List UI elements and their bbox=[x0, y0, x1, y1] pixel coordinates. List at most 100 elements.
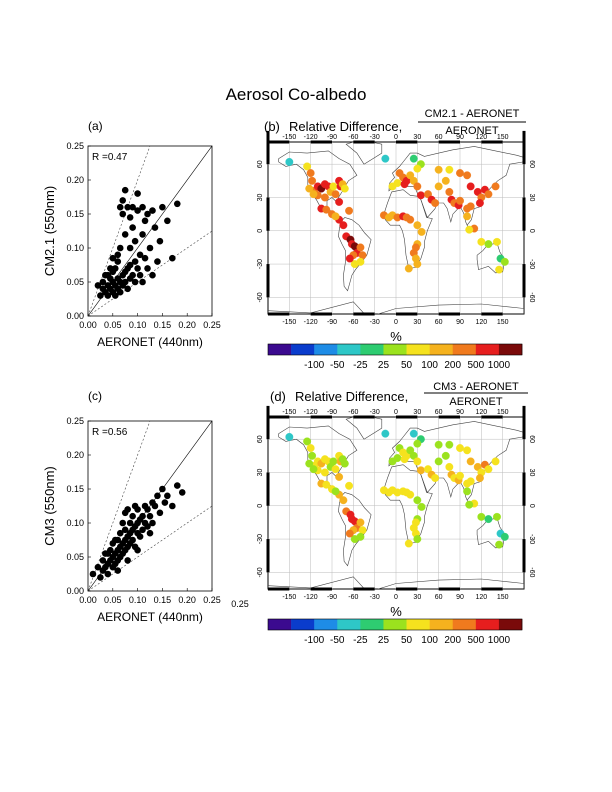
colorbar-tick-label: -25 bbox=[353, 360, 368, 371]
scatter-points bbox=[94, 186, 181, 299]
colorbar-swatch bbox=[475, 344, 500, 355]
lon-tick-label-top: -150 bbox=[282, 409, 296, 416]
scatter-point bbox=[104, 570, 112, 578]
station-point bbox=[434, 165, 443, 174]
station-point bbox=[358, 526, 367, 535]
station-point bbox=[322, 480, 331, 489]
station-point bbox=[424, 190, 432, 199]
lat-tick-label-right: 60 bbox=[528, 160, 535, 168]
scatter-point bbox=[146, 529, 154, 537]
scatter-point bbox=[141, 502, 149, 510]
station-point bbox=[356, 257, 365, 266]
station-point bbox=[493, 512, 501, 521]
station-point bbox=[445, 440, 454, 449]
scatter-point bbox=[149, 207, 156, 214]
scatter-point bbox=[134, 546, 141, 554]
lat-tick-label-left: -60 bbox=[257, 567, 264, 577]
scatter-point bbox=[156, 509, 164, 517]
lon-tick-label-top: -90 bbox=[327, 134, 337, 141]
colorbar-swatch bbox=[452, 344, 477, 355]
y-tick-label: 0.00 bbox=[66, 311, 84, 321]
panel-d-fraction-denominator: AERONET bbox=[449, 396, 502, 408]
lon-tick-label-top: -60 bbox=[348, 134, 358, 141]
correlation-annotation: R =0.47 bbox=[92, 152, 128, 163]
station-point bbox=[493, 237, 501, 246]
station-point bbox=[456, 196, 464, 205]
colorbar-tick-label: 100 bbox=[421, 360, 438, 371]
station-point bbox=[331, 190, 340, 199]
y-tick-label: 0.00 bbox=[66, 586, 84, 596]
station-point bbox=[306, 444, 315, 453]
reference-line-slope-0.5 bbox=[88, 230, 212, 316]
map-content bbox=[268, 417, 524, 589]
lon-tick-label-bottom: 90 bbox=[456, 594, 464, 601]
lon-tick-label-top: 120 bbox=[475, 409, 487, 416]
figure-title: Aerosol Co-albedo bbox=[226, 85, 367, 104]
station-point bbox=[409, 451, 418, 460]
scatter-point bbox=[107, 265, 114, 272]
colorbar-tick-label: 50 bbox=[401, 360, 413, 371]
station-point bbox=[285, 433, 294, 441]
panel-a-label: (a) bbox=[88, 119, 103, 133]
station-point bbox=[406, 490, 415, 499]
y-tick-label: 0.10 bbox=[66, 243, 84, 253]
y-axis-label: CM2.1 (550nm) bbox=[42, 186, 57, 276]
lat-tick-label-left: 0 bbox=[257, 229, 264, 233]
station-point bbox=[309, 190, 318, 199]
lon-tick-label-bottom: 120 bbox=[475, 594, 487, 601]
coastlines bbox=[268, 417, 524, 589]
station-point bbox=[305, 184, 314, 193]
station-point bbox=[413, 496, 422, 505]
panel-d-fraction-numerator: CM3 - AERONET bbox=[433, 381, 519, 393]
lon-tick-label-bottom: -60 bbox=[348, 594, 358, 601]
coastline bbox=[268, 576, 524, 589]
scatter-point bbox=[139, 231, 146, 238]
scatter-panel-a: 0.00 0.05 0.10 0.15 0.20 0.25 0.00 0.05 0.10 0.15… bbox=[42, 141, 221, 349]
station-point bbox=[495, 265, 504, 274]
colorbar-swatch bbox=[452, 619, 477, 630]
coastline bbox=[383, 464, 433, 544]
station-point bbox=[406, 215, 415, 224]
scatter-point bbox=[139, 203, 146, 211]
lon-tick-label-top: 150 bbox=[497, 409, 509, 416]
station-point bbox=[306, 169, 315, 178]
scatter-point bbox=[149, 271, 156, 279]
station-point bbox=[445, 187, 454, 196]
scatter-point bbox=[178, 489, 186, 496]
station-point bbox=[413, 457, 422, 466]
station-point bbox=[406, 446, 415, 455]
colorbar-swatch bbox=[291, 344, 315, 355]
x-axis-label: AERONET (440nm) bbox=[97, 335, 203, 349]
reference-line-slope-2 bbox=[88, 421, 151, 591]
colorbar-tick-label: 25 bbox=[378, 360, 390, 371]
station-point bbox=[308, 176, 317, 185]
percent-unit-label: % bbox=[390, 329, 402, 344]
colorbar-tick-label: 50 bbox=[401, 635, 413, 646]
x-tick-label: 0.10 bbox=[129, 595, 147, 605]
lon-tick-label-top: -60 bbox=[348, 409, 358, 416]
scatter-point bbox=[173, 482, 181, 489]
station-point bbox=[303, 162, 312, 171]
lat-tick-label-right: 0 bbox=[528, 504, 535, 508]
lon-tick-label-top: 30 bbox=[413, 134, 421, 141]
x-tick-label: 0.15 bbox=[154, 320, 172, 330]
lat-tick-label-left: -30 bbox=[257, 259, 264, 269]
station-point bbox=[463, 487, 472, 496]
x-tick-label: 0.20 bbox=[178, 595, 196, 605]
lon-tick-label-bottom: 60 bbox=[435, 594, 443, 601]
station-point bbox=[413, 221, 422, 230]
lat-tick-label-left: -60 bbox=[257, 292, 264, 302]
lat-tick-label-left: -30 bbox=[257, 534, 264, 544]
lat-tick-label-left: 0 bbox=[257, 504, 264, 508]
x-tick-label: 0.20 bbox=[178, 320, 196, 330]
scatter-point bbox=[104, 292, 112, 299]
station-point bbox=[406, 171, 415, 180]
colorbar-b: -100 -50 -25 25 50 100 200 500 1000 bbox=[267, 343, 523, 371]
y-tick-label: 0.10 bbox=[66, 518, 84, 528]
colorbar-tick-label: 200 bbox=[444, 635, 461, 646]
lat-tick-label-right: 0 bbox=[528, 229, 535, 233]
scatter-point bbox=[121, 278, 129, 286]
panel-b-title: Relative Difference, bbox=[289, 119, 402, 134]
station-point bbox=[331, 465, 340, 474]
lon-tick-label-top: 0 bbox=[394, 409, 398, 416]
